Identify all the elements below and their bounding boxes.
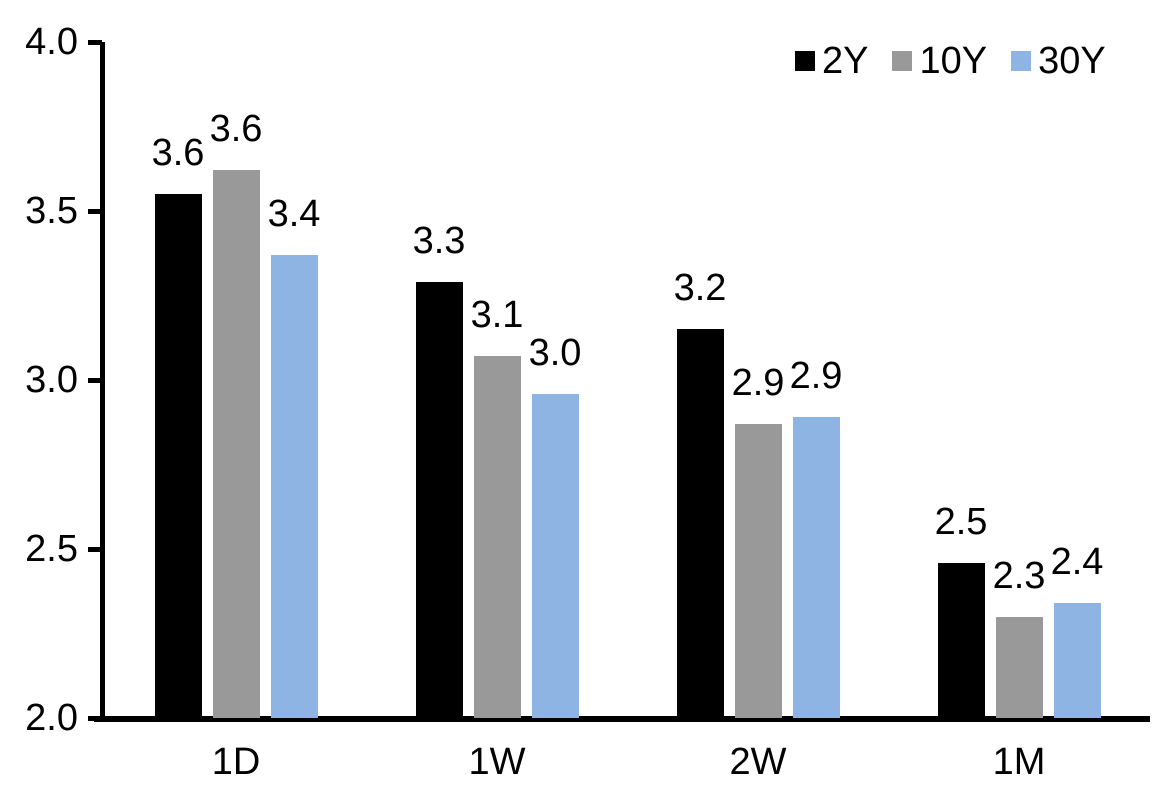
x-axis-label-1m: 1M [992,741,1046,783]
bar-10y-2w: 2.9 [732,364,784,718]
y-axis-label-2.0: 2.0 [25,697,78,739]
y-axis-line [100,42,105,721]
y-axis-tick-2.0 [88,716,102,721]
bar-2y-1d: 3.6 [152,134,204,718]
y-axis-label-3.0: 3.0 [25,359,78,401]
bar-group-1m: 2.5 2.3 2.4 [935,42,1103,718]
bar-10y-1w: 3.1 [471,296,523,718]
bar-value-label-2y-1m: 2.5 [934,500,988,543]
x-axis-label-2w: 2W [729,741,787,783]
y-axis-tick-2.5 [88,547,102,552]
legend: 2Y 10Y 30Y [795,42,1106,80]
bar-value-label-10y-1d: 3.6 [209,108,263,151]
legend-swatch-10y-icon [892,51,913,71]
bar-value-label-10y-1w: 3.1 [470,294,524,337]
bar-2y-2w: 3.2 [674,269,726,718]
y-axis-label-4.0: 4.0 [25,21,78,63]
legend-label-10y: 10Y [919,40,988,82]
bar-value-label-30y-2w: 2.9 [789,355,843,398]
y-axis-tick-3.5 [88,209,102,214]
bar-value-label-30y-1m: 2.4 [1050,541,1104,584]
bar-value-label-30y-1d: 3.4 [267,192,321,235]
y-axis-label-3.5: 3.5 [25,190,78,232]
legend-label-30y: 30Y [1038,40,1106,82]
bar-value-label-30y-1w: 3.0 [528,331,582,374]
x-axis-line [94,716,1150,722]
bar-30y-2w: 2.9 [790,357,842,718]
y-axis-tick-3.0 [88,378,102,383]
legend-item-10y: 10Y [892,42,987,80]
bar-value-label-2y-2w: 3.2 [673,267,727,310]
bar-group-2w: 3.2 2.9 2.9 [674,42,842,718]
x-axis-label-1w: 1W [468,741,526,783]
bar-10y-1d: 3.6 [210,110,262,718]
bar-value-label-10y-2w: 2.9 [731,361,785,404]
y-axis-tick-4.0 [88,40,102,45]
bar-2y-1m: 2.5 [935,503,987,718]
y-axis-label-2.5: 2.5 [25,528,78,570]
legend-item-30y: 30Y [1011,42,1106,80]
bar-value-label-10y-1m: 2.3 [992,554,1046,597]
bar-group-1w: 3.3 3.1 3.0 [413,42,581,718]
bar-2y-1w: 3.3 [413,222,465,718]
bar-30y-1w: 3.0 [529,334,581,718]
legend-swatch-2y-icon [795,51,815,71]
bar-10y-1m: 2.3 [993,557,1045,718]
x-axis-label-1d: 1D [211,741,261,783]
legend-label-2y: 2Y [822,40,869,82]
legend-item-2y: 2Y [795,42,868,80]
bar-30y-1m: 2.4 [1051,543,1103,718]
bar-group-1d: 3.6 3.6 3.4 [152,42,320,718]
bar-value-label-2y-1w: 3.3 [412,220,466,262]
legend-swatch-30y-icon [1011,51,1032,71]
bar-30y-1d: 3.4 [268,195,320,718]
bar-value-label-2y-1d: 3.6 [151,132,205,175]
